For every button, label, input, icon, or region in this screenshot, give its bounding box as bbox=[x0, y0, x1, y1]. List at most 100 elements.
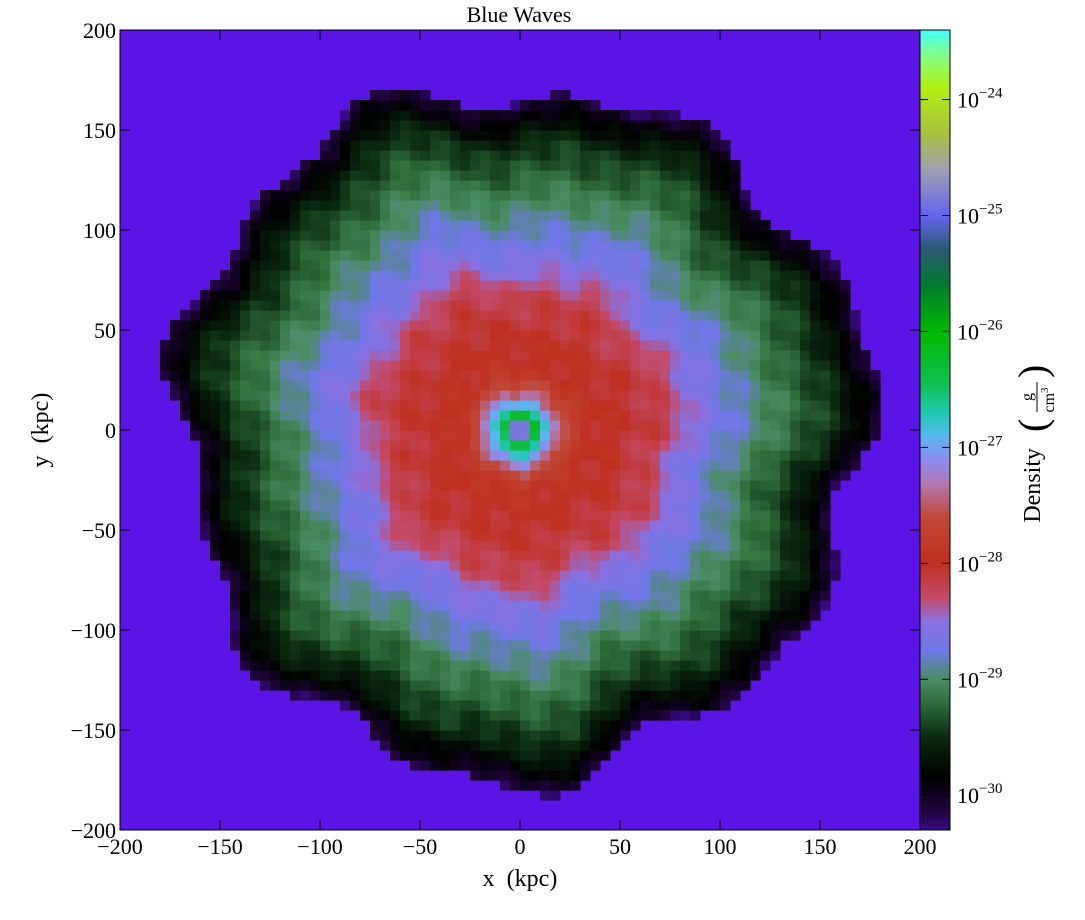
heatmap-cell bbox=[470, 470, 481, 481]
heatmap-cell bbox=[750, 460, 761, 471]
heatmap-cell bbox=[620, 330, 631, 341]
heatmap-cell bbox=[600, 390, 611, 401]
heatmap-cell bbox=[520, 330, 531, 341]
heatmap-cell bbox=[590, 620, 601, 631]
heatmap-cell bbox=[370, 270, 381, 281]
heatmap-cell bbox=[430, 560, 441, 571]
heatmap-cell bbox=[420, 290, 431, 301]
heatmap-cell bbox=[450, 420, 461, 431]
heatmap-cell bbox=[720, 470, 731, 481]
heatmap-cell bbox=[580, 550, 591, 561]
heatmap-cell bbox=[460, 660, 471, 671]
heatmap-cell bbox=[550, 460, 561, 471]
heatmap-cell bbox=[170, 330, 181, 341]
heatmap-cell bbox=[530, 110, 541, 121]
heatmap-cell bbox=[740, 470, 751, 481]
heatmap-cell bbox=[300, 690, 311, 701]
heatmap-cell bbox=[490, 330, 501, 341]
heatmap-cell bbox=[320, 680, 331, 691]
heatmap-cell bbox=[230, 330, 241, 341]
heatmap-cell bbox=[600, 460, 611, 471]
heatmap-cell bbox=[280, 680, 291, 691]
heatmap-cell bbox=[550, 370, 561, 381]
heatmap-cell bbox=[380, 730, 391, 741]
heatmap-cell bbox=[350, 700, 361, 711]
heatmap-cell bbox=[640, 690, 651, 701]
heatmap-cell bbox=[640, 270, 651, 281]
heatmap-cell bbox=[580, 560, 591, 571]
heatmap-cell bbox=[360, 500, 371, 511]
heatmap-cell bbox=[200, 420, 211, 431]
heatmap-cell bbox=[740, 300, 751, 311]
heatmap-cell bbox=[710, 600, 721, 611]
heatmap-cell bbox=[540, 670, 551, 681]
heatmap-cell bbox=[820, 320, 831, 331]
heatmap-cell bbox=[340, 300, 351, 311]
heatmap-cell bbox=[750, 450, 761, 461]
heatmap-cell bbox=[400, 170, 411, 181]
heatmap-cell bbox=[490, 380, 501, 391]
heatmap-cell bbox=[780, 320, 791, 331]
heatmap-cell bbox=[740, 650, 751, 661]
heatmap-cell bbox=[720, 490, 731, 501]
heatmap-cell bbox=[510, 510, 521, 521]
heatmap-cell bbox=[750, 380, 761, 391]
heatmap-cell bbox=[290, 440, 301, 451]
heatmap-cell bbox=[670, 650, 681, 661]
heatmap-cell bbox=[730, 320, 741, 331]
heatmap-cell bbox=[630, 510, 641, 521]
heatmap-cell bbox=[270, 330, 281, 341]
heatmap-cell bbox=[430, 300, 441, 311]
heatmap-cell bbox=[770, 410, 781, 421]
heatmap-cell bbox=[600, 380, 611, 391]
heatmap-cell bbox=[420, 180, 431, 191]
heatmap-cell bbox=[820, 300, 831, 311]
heatmap-cell bbox=[720, 260, 731, 271]
heatmap-cell bbox=[210, 400, 221, 411]
heatmap-cell bbox=[370, 190, 381, 201]
heatmap-cell bbox=[290, 680, 301, 691]
heatmap-cell bbox=[710, 500, 721, 511]
heatmap-cell bbox=[680, 590, 691, 601]
heatmap-cell bbox=[840, 440, 851, 451]
heatmap-cell bbox=[680, 420, 691, 431]
heatmap-cell bbox=[370, 540, 381, 551]
heatmap-cell bbox=[440, 480, 451, 491]
heatmap-cell bbox=[610, 390, 621, 401]
heatmap-cell bbox=[470, 550, 481, 561]
heatmap-cell bbox=[460, 160, 471, 171]
heatmap-cell bbox=[370, 630, 381, 641]
heatmap-cell bbox=[350, 660, 361, 671]
heatmap-cell bbox=[240, 350, 251, 361]
heatmap-cell bbox=[490, 500, 501, 511]
heatmap-cell bbox=[630, 470, 641, 481]
heatmap-cell bbox=[710, 210, 721, 221]
heatmap-cell bbox=[530, 700, 541, 711]
heatmap-cell bbox=[460, 510, 471, 521]
heatmap-cell bbox=[720, 250, 731, 261]
heatmap-cell bbox=[760, 450, 771, 461]
heatmap-cell bbox=[540, 250, 551, 261]
heatmap-cell bbox=[500, 600, 511, 611]
heatmap-cell bbox=[630, 600, 641, 611]
heatmap-cell bbox=[230, 300, 241, 311]
heatmap-cell bbox=[820, 540, 831, 551]
heatmap-cell bbox=[310, 590, 321, 601]
heatmap-cell bbox=[640, 410, 651, 421]
heatmap-cell bbox=[510, 330, 521, 341]
heatmap-cell bbox=[340, 540, 351, 551]
heatmap-cell bbox=[380, 310, 391, 321]
heatmap-cell bbox=[700, 260, 711, 271]
heatmap-cell bbox=[550, 580, 561, 591]
heatmap-cell bbox=[470, 570, 481, 581]
heatmap-cell bbox=[690, 240, 701, 251]
heatmap-cell bbox=[290, 360, 301, 371]
heatmap-cell bbox=[320, 630, 331, 641]
heatmap-cell bbox=[530, 200, 541, 211]
heatmap-cell bbox=[700, 180, 711, 191]
heatmap-cell bbox=[580, 400, 591, 411]
heatmap-cell bbox=[660, 530, 671, 541]
heatmap-cell bbox=[790, 440, 801, 451]
heatmap-cell bbox=[640, 390, 651, 401]
heatmap-cell bbox=[280, 280, 291, 291]
